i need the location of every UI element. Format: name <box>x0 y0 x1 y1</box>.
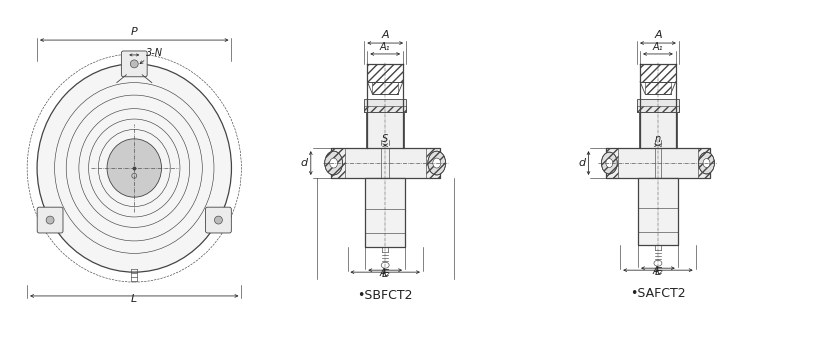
Ellipse shape <box>215 216 223 224</box>
Ellipse shape <box>330 158 338 168</box>
Text: S: S <box>382 134 388 144</box>
Text: A₁: A₁ <box>380 42 390 52</box>
Ellipse shape <box>605 159 613 168</box>
Text: •SAFCT2: •SAFCT2 <box>630 287 685 300</box>
Text: P: P <box>131 27 138 37</box>
Ellipse shape <box>37 64 232 272</box>
Text: d: d <box>301 158 308 168</box>
Ellipse shape <box>381 262 389 268</box>
Ellipse shape <box>131 60 138 68</box>
FancyBboxPatch shape <box>122 51 147 77</box>
Bar <box>426 148 440 178</box>
Text: E: E <box>654 267 662 277</box>
Bar <box>365 105 406 113</box>
Ellipse shape <box>432 158 441 168</box>
Bar <box>367 64 403 82</box>
Text: A: A <box>381 30 389 40</box>
Text: •SBFCT2: •SBFCT2 <box>357 289 413 302</box>
Text: 3-N: 3-N <box>146 48 163 58</box>
Bar <box>366 178 405 247</box>
Ellipse shape <box>654 260 662 266</box>
Bar <box>638 178 678 245</box>
Bar <box>639 113 676 148</box>
Bar <box>372 82 398 94</box>
Bar <box>606 148 619 178</box>
Bar <box>606 148 709 178</box>
Bar <box>635 148 681 160</box>
Text: d: d <box>579 158 586 168</box>
Ellipse shape <box>47 216 54 224</box>
Bar <box>362 148 408 160</box>
Ellipse shape <box>703 159 710 168</box>
Bar <box>698 148 709 178</box>
Bar <box>330 148 440 178</box>
Bar <box>635 148 681 160</box>
Bar <box>645 82 671 94</box>
FancyBboxPatch shape <box>38 207 63 233</box>
Text: A₂: A₂ <box>653 266 663 276</box>
Text: L: L <box>131 294 137 304</box>
Bar <box>637 99 679 113</box>
FancyBboxPatch shape <box>206 207 231 233</box>
Text: A₁: A₁ <box>653 42 663 52</box>
Ellipse shape <box>325 151 343 175</box>
Bar <box>365 99 406 113</box>
Ellipse shape <box>601 152 617 174</box>
Ellipse shape <box>428 151 446 175</box>
Text: E: E <box>382 269 388 279</box>
Bar <box>637 105 679 113</box>
Text: n: n <box>655 134 661 144</box>
Text: A: A <box>654 30 662 40</box>
Bar <box>362 148 408 160</box>
Text: A₂: A₂ <box>380 268 390 278</box>
Ellipse shape <box>107 139 162 197</box>
Bar <box>366 113 404 148</box>
Ellipse shape <box>698 152 715 174</box>
Bar <box>330 148 344 178</box>
Bar <box>640 64 676 82</box>
